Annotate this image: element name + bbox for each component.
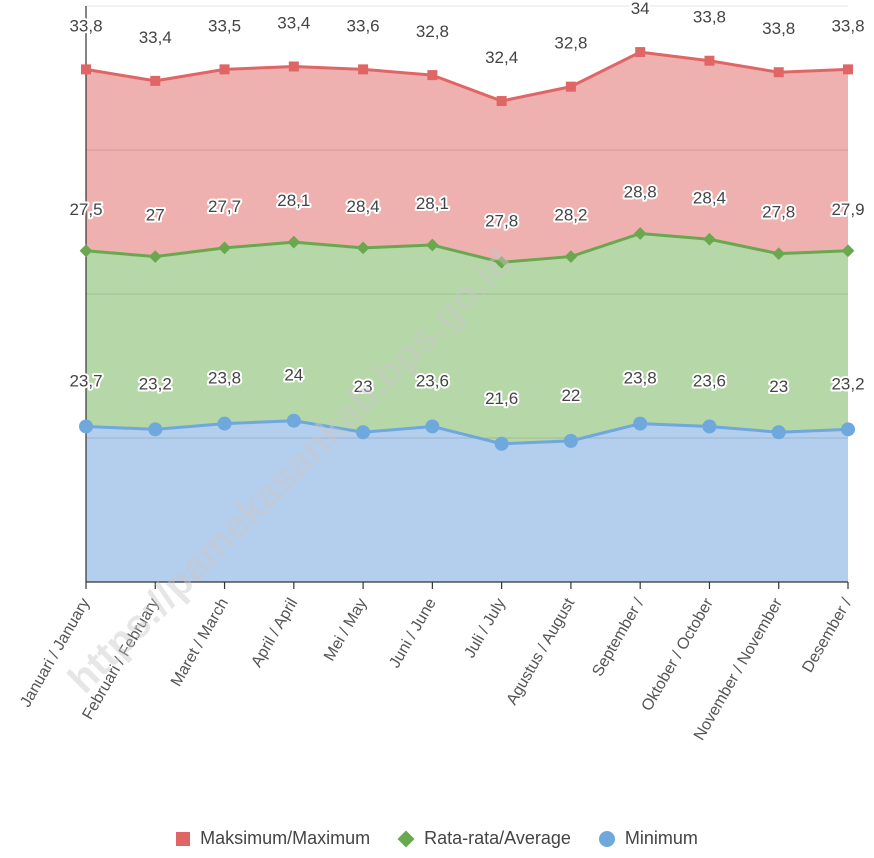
data-label: 32,8 bbox=[554, 34, 587, 53]
legend-item-average[interactable]: Rata-rata/Average bbox=[397, 828, 571, 849]
x-tick-label: Oktober / October bbox=[639, 595, 718, 714]
data-label: 21,6 bbox=[485, 389, 518, 408]
marker-diamond[interactable] bbox=[356, 241, 370, 255]
data-label: 27,9 bbox=[831, 200, 864, 219]
legend-diamond-marker bbox=[397, 830, 415, 847]
marker-square[interactable] bbox=[219, 64, 230, 75]
data-label: 27,8 bbox=[762, 203, 795, 222]
data-label: 23,8 bbox=[208, 369, 241, 388]
x-tick-label: Mei / May bbox=[321, 596, 370, 665]
marker-diamond[interactable] bbox=[218, 241, 231, 255]
marker-square[interactable] bbox=[773, 67, 784, 78]
data-label: 27,5 bbox=[69, 200, 102, 219]
x-tick-label: September / bbox=[589, 595, 648, 679]
data-label: 28,4 bbox=[347, 197, 380, 216]
marker-circle[interactable] bbox=[771, 425, 786, 440]
data-label: 27,8 bbox=[485, 211, 518, 230]
marker-square[interactable] bbox=[496, 96, 507, 107]
legend-label-average: Rata-rata/Average bbox=[424, 828, 571, 848]
data-label: 22 bbox=[561, 386, 580, 405]
data-label: 27,7 bbox=[208, 197, 241, 216]
marker-circle[interactable] bbox=[633, 416, 648, 431]
chart-areas bbox=[86, 52, 848, 582]
marker-circle[interactable] bbox=[702, 419, 717, 434]
marker-circle[interactable] bbox=[563, 433, 578, 448]
x-tick-label: April / April bbox=[248, 596, 301, 671]
marker-square[interactable] bbox=[81, 64, 91, 75]
data-label: 23 bbox=[354, 377, 373, 396]
data-label: 33,4 bbox=[277, 13, 310, 32]
data-label: 24 bbox=[284, 366, 303, 385]
data-label: 33,8 bbox=[831, 16, 864, 35]
chart-axes bbox=[85, 6, 848, 583]
x-tick-label: Juli / July bbox=[461, 596, 509, 661]
marker-square[interactable] bbox=[358, 64, 369, 75]
marker-diamond[interactable] bbox=[79, 244, 93, 258]
legend-item-minimum[interactable]: Minimum bbox=[598, 828, 698, 849]
data-label: 33,6 bbox=[347, 16, 380, 35]
series-line-0 bbox=[85, 50, 849, 103]
data-label: 28,2 bbox=[554, 206, 587, 225]
data-label: 23,6 bbox=[416, 371, 449, 390]
x-tick-label: Juni / June bbox=[386, 595, 439, 671]
data-label: 23,7 bbox=[69, 371, 102, 390]
marker-circle[interactable] bbox=[286, 413, 301, 428]
marker-square[interactable] bbox=[704, 55, 715, 66]
data-label: 33,8 bbox=[693, 8, 726, 27]
data-label: 34 bbox=[631, 0, 650, 18]
marker-circle[interactable] bbox=[841, 422, 855, 437]
marker-circle[interactable] bbox=[356, 425, 371, 440]
legend-square-marker bbox=[176, 831, 191, 846]
series-line-2 bbox=[85, 419, 849, 446]
chart-gridlines bbox=[86, 5, 848, 439]
marker-square[interactable] bbox=[427, 70, 438, 81]
chart-markers bbox=[79, 47, 855, 451]
marker-square[interactable] bbox=[565, 81, 576, 92]
legend-circle-marker bbox=[598, 830, 615, 847]
series-line-1 bbox=[85, 232, 849, 264]
data-label: 27 bbox=[146, 206, 165, 225]
marker-circle[interactable] bbox=[148, 422, 163, 437]
data-label: 33,8 bbox=[69, 16, 102, 35]
area-fill-series-2 bbox=[86, 420, 848, 582]
data-label: 23,8 bbox=[624, 369, 657, 388]
data-label: 33,4 bbox=[139, 28, 172, 47]
marker-circle[interactable] bbox=[494, 436, 509, 451]
marker-diamond[interactable] bbox=[425, 238, 439, 252]
legend-item-maximum[interactable]: Maksimum/Maximum bbox=[176, 828, 370, 849]
legend-label-minimum: Minimum bbox=[624, 828, 698, 848]
chart-series-lines bbox=[85, 50, 849, 446]
chart-legend: Maksimum/Maximum Rata-rata/Average Minim… bbox=[0, 828, 874, 849]
marker-circle[interactable] bbox=[217, 416, 232, 431]
data-label: 23,6 bbox=[693, 371, 726, 390]
marker-circle[interactable] bbox=[425, 419, 440, 434]
data-label: 23,2 bbox=[831, 374, 864, 393]
data-label: 33,8 bbox=[762, 19, 795, 38]
marker-circle[interactable] bbox=[79, 419, 93, 434]
data-label: 28,8 bbox=[624, 183, 657, 202]
data-label: 28,1 bbox=[277, 191, 310, 210]
marker-square[interactable] bbox=[635, 47, 646, 58]
x-tick-label: Desember / bbox=[799, 595, 855, 676]
marker-square[interactable] bbox=[150, 75, 161, 86]
marker-diamond[interactable] bbox=[495, 255, 509, 269]
data-label: 33,5 bbox=[208, 16, 241, 35]
data-label: 32,4 bbox=[485, 48, 518, 67]
data-label: 23 bbox=[769, 377, 788, 396]
legend-label-maximum: Maksimum/Maximum bbox=[200, 828, 371, 848]
marker-diamond[interactable] bbox=[287, 235, 301, 249]
marker-square[interactable] bbox=[288, 61, 299, 72]
marker-square[interactable] bbox=[843, 64, 853, 75]
marker-diamond[interactable] bbox=[148, 250, 162, 263]
area-chart: 33,8 33,4 33,5 33,4 33,6 32,8 32,4 32,8 34 33,8 33… bbox=[17, 0, 866, 743]
chart-data-labels: 33,8 33,4 33,5 33,4 33,6 32,8 32,4 32,8 34 33,8 33… bbox=[67, 0, 866, 410]
x-tick-label: Agustus / August bbox=[504, 595, 579, 708]
data-label: 23,2 bbox=[139, 374, 172, 393]
data-label: 28,4 bbox=[693, 188, 726, 207]
data-label: 28,1 bbox=[416, 194, 449, 213]
data-label: 32,8 bbox=[416, 22, 449, 41]
